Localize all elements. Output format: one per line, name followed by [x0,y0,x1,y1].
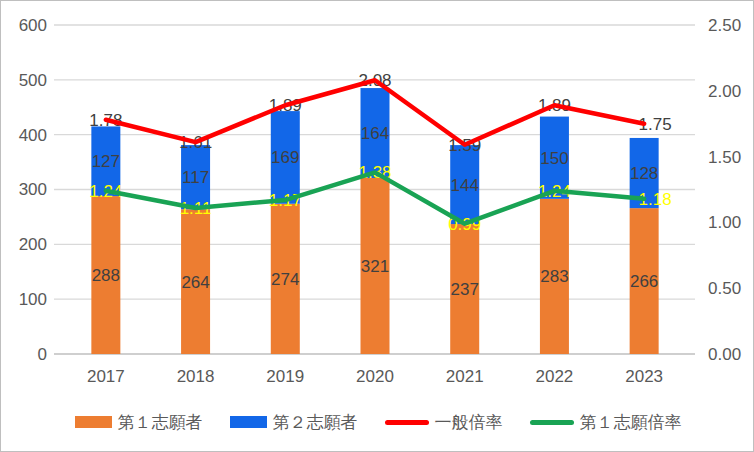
category-label: 2018 [177,367,215,386]
legend-item-general-ratio: 一般倍率 [385,414,503,431]
right-axis-tick-label: 2.00 [708,82,741,101]
bar-data-label: 264 [181,273,209,292]
bar-data-label: 321 [361,257,389,276]
right-axis-tick-label: 0.50 [708,279,741,298]
right-axis-tick-label: 1.50 [708,148,741,167]
combo-chart-plot: 0 100 200 300 400 500 600 0.00 0.50 1.00 1.50 2.00 2… [1,1,754,452]
legend-item-first-choice-applicants: 第１志願者 [75,414,203,431]
left-axis-tick-label: 200 [19,235,47,254]
left-axis-tick-label: 0 [38,345,47,364]
category-label: 2017 [87,367,125,386]
bar-data-label: 150 [540,149,568,168]
left-axis-tick-label: 100 [19,290,47,309]
left-axis-tick-label: 500 [19,71,47,90]
category-label: 2021 [446,367,484,386]
category-label: 2023 [625,367,663,386]
right-axis-tick-label: 0.00 [708,345,741,364]
bar-data-label: 169 [271,148,299,167]
left-axis-tick-label: 300 [19,180,47,199]
left-axis-tick-label: 600 [19,16,47,35]
legend-label-first-choice-ratio: 第１志願倍率 [580,414,682,431]
legend-label-general-ratio: 一般倍率 [435,414,503,431]
legend-swatch-first-choice-bar [75,416,112,428]
category-label: 2022 [536,367,574,386]
bar-data-label: 237 [451,280,479,299]
legend-swatch-general-ratio-line [385,420,429,425]
legend-item-second-choice-applicants: 第２志願者 [230,414,358,431]
legend-item-first-choice-ratio: 第１志願倍率 [530,414,682,431]
chart-canvas: 0 100 200 300 400 500 600 0.00 0.50 1.00 1.50 2.00 2… [0,0,754,452]
category-label: 2019 [266,367,304,386]
bar-data-label: 127 [92,152,120,171]
legend-swatch-second-choice-bar [230,416,267,428]
right-axis-tick-label: 1.00 [708,213,741,232]
bar-data-label: 164 [361,124,389,143]
category-label: 2020 [356,367,394,386]
bar-data-label: 144 [451,176,479,195]
bar-data-label: 128 [630,164,658,183]
legend-label-first-choice-applicants: 第１志願者 [118,414,203,431]
right-axis-tick-label: 2.50 [708,16,741,35]
bar-data-label: 117 [182,168,209,187]
chart-legend: 第１志願者 第２志願者 一般倍率 第１志願倍率 [1,407,754,437]
legend-label-second-choice-applicants: 第２志願者 [273,414,358,431]
bar-data-label: 288 [92,266,120,285]
bar-data-label: 283 [540,267,568,286]
bar-data-label: 274 [271,270,299,289]
left-axis-tick-label: 400 [19,126,47,145]
bar-data-label: 266 [630,272,658,291]
legend-swatch-first-choice-ratio-line [530,420,574,425]
